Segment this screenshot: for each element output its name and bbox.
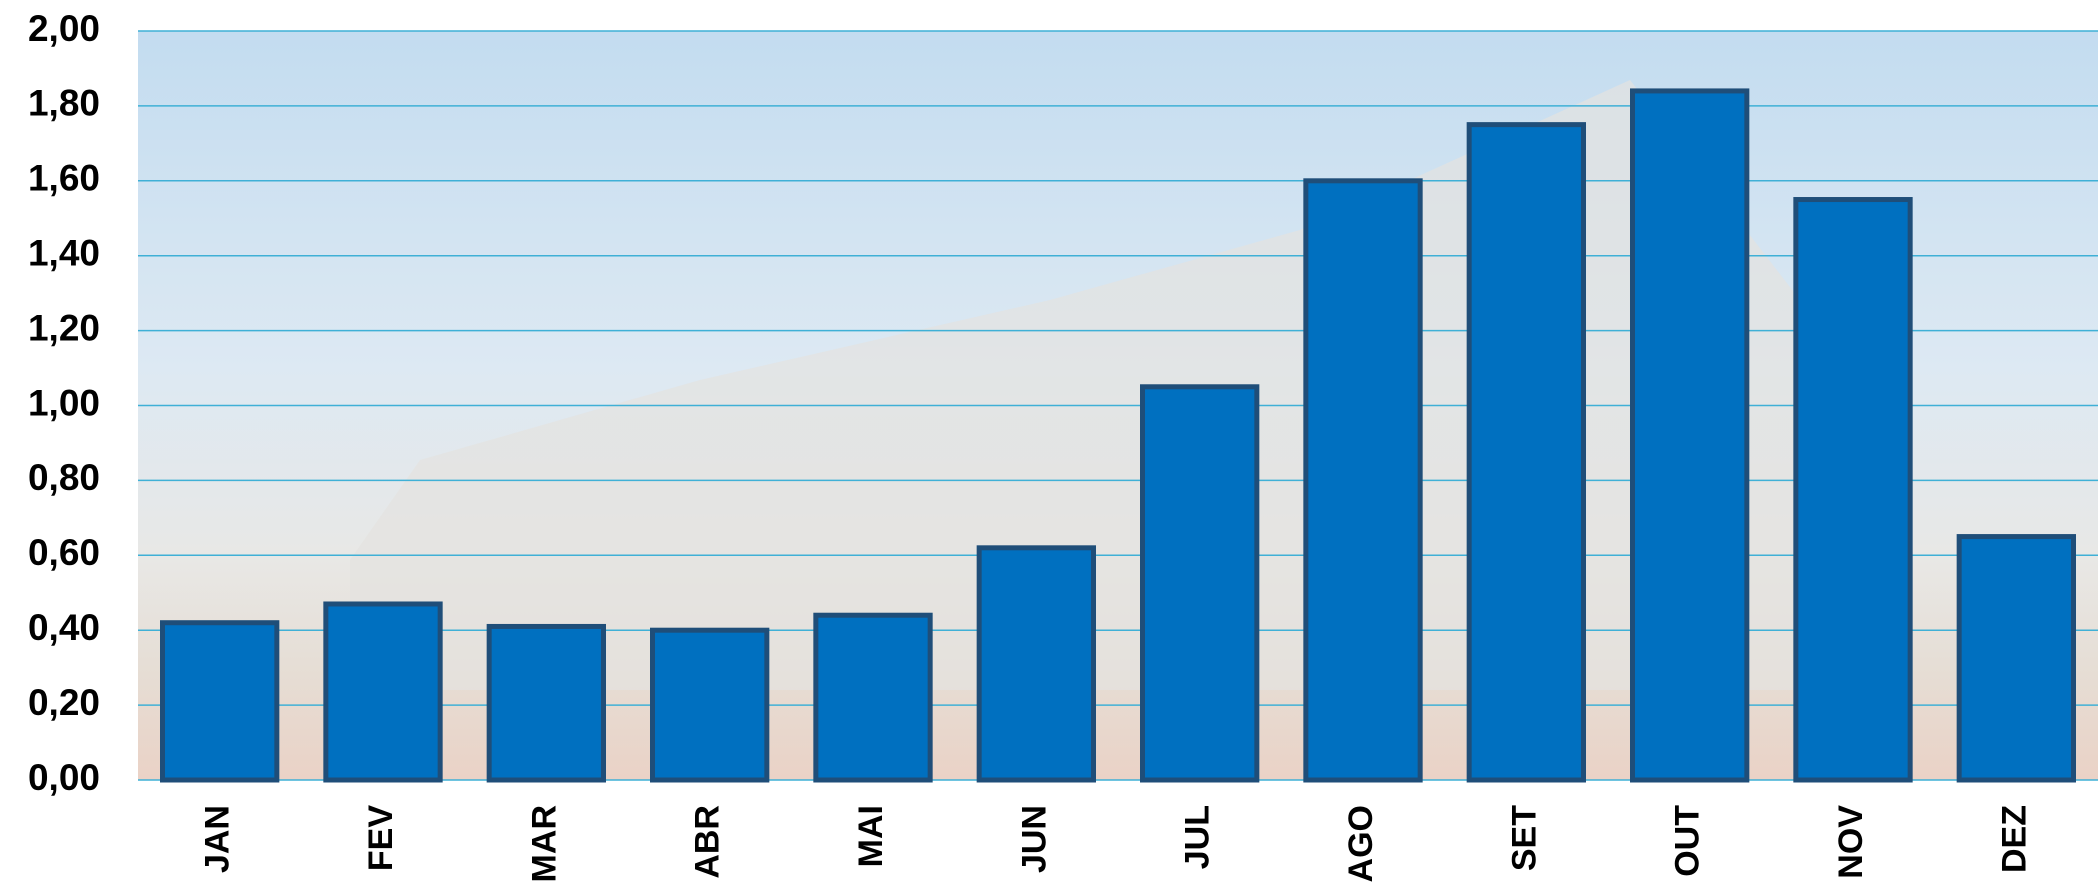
bar	[160, 620, 280, 783]
bar	[323, 601, 443, 783]
x-tick-label: OUT	[1669, 805, 1707, 877]
y-tick-label: 2,00	[28, 8, 100, 49]
y-tick-label: 1,40	[28, 232, 100, 273]
x-tick-label: FEV	[362, 805, 400, 871]
bar	[650, 627, 770, 783]
x-tick-label: AGO	[1342, 805, 1380, 882]
bar	[1466, 122, 1586, 783]
bar	[1630, 88, 1750, 783]
x-tick-label: JUN	[1015, 805, 1053, 873]
bar	[1956, 534, 2076, 783]
bar	[976, 545, 1097, 783]
x-tick-label: JUL	[1179, 805, 1217, 869]
y-tick-label: 0,00	[28, 757, 100, 798]
x-tick-label: NOV	[1832, 805, 1870, 879]
y-tick-label: 0,60	[28, 532, 100, 573]
bar	[486, 623, 606, 783]
x-tick-label: MAR	[525, 805, 563, 882]
y-tick-label: 1,60	[28, 158, 100, 199]
bar	[813, 612, 933, 783]
y-tick-label: 0,20	[28, 682, 100, 723]
y-tick-label: 1,80	[28, 83, 100, 124]
bar	[1303, 178, 1423, 783]
y-tick-label: 0,40	[28, 607, 100, 648]
x-tick-label: DEZ	[1995, 805, 2033, 873]
y-tick-label: 0,80	[28, 457, 100, 498]
x-tick-label: MAI	[852, 805, 890, 867]
bar	[1793, 197, 1913, 783]
background-silos	[350, 80, 1800, 690]
y-tick-label: 1,20	[28, 307, 100, 348]
x-tick-label: JAN	[199, 805, 237, 873]
bar	[1140, 384, 1260, 783]
x-tick-label: ABR	[689, 805, 727, 879]
y-tick-label: 1,00	[28, 382, 100, 423]
x-tick-label: SET	[1505, 805, 1543, 871]
